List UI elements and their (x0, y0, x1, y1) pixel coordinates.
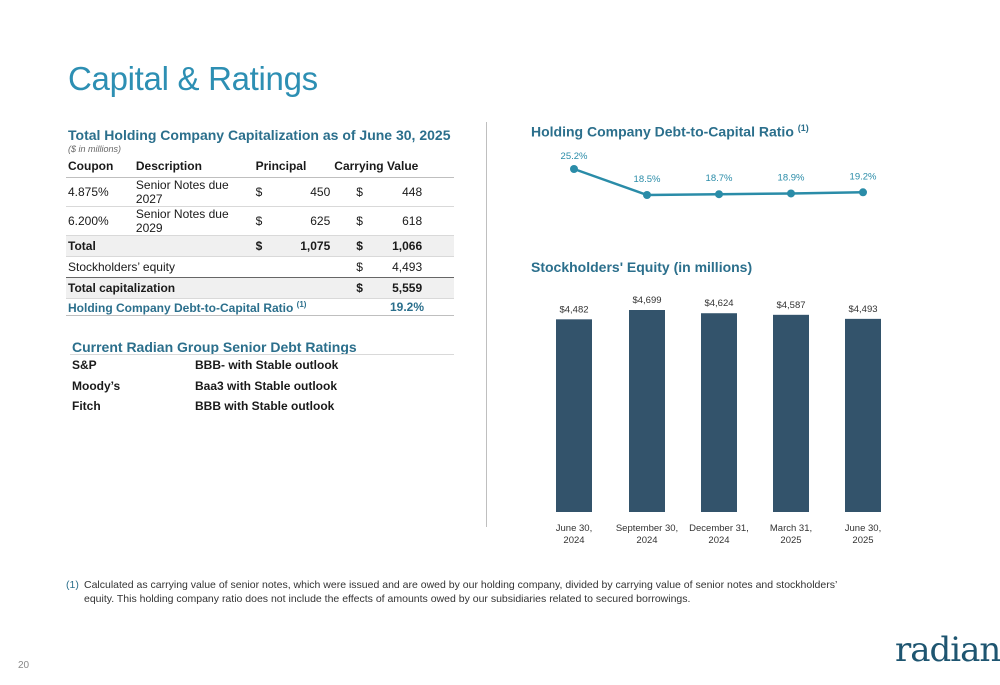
equity-data-label: $4,587 (776, 300, 805, 311)
bar-chart-title: Stockholders' Equity (in millions) (531, 259, 753, 275)
carrying-header: Carrying Value (332, 156, 454, 178)
equity-bar (556, 319, 592, 512)
footnote-marker: (1) (66, 579, 79, 591)
page-number: 20 (18, 660, 30, 671)
carrying-cell: 448 (372, 177, 425, 207)
table-header-row: Coupon Description Principal Carrying Va… (66, 156, 454, 178)
table-row: 4.875% Senior Notes due 2027 $ 450 $ 448 (66, 177, 454, 207)
debt-to-capital-value: 19.2% (389, 300, 424, 314)
carrying-cell: 618 (372, 206, 425, 236)
ratio-point (570, 165, 578, 173)
list-item: Fitch BBB with Stable outlook (70, 396, 454, 417)
equity-bar (629, 310, 665, 512)
equity-data-label: $4,493 (848, 304, 877, 315)
x-tick-label: 2024 (636, 535, 657, 546)
currency-cell: $ (332, 206, 373, 236)
currency-cell: $ (332, 256, 373, 278)
equity-data-label: $4,624 (704, 298, 733, 309)
principal-cell: 625 (273, 206, 333, 236)
agency-rating: BBB- with Stable outlook (195, 358, 339, 372)
equity-row: Stockholders’ equity $ 4,493 (66, 256, 454, 278)
coupon-cell: 6.200% (66, 206, 134, 236)
coupon-header: Coupon (66, 156, 134, 178)
total-capitalization-row: Total capitalization $ 5,559 (66, 277, 454, 299)
principal-cell: 450 (273, 177, 333, 207)
footnote-text: Calculated as carrying value of senior n… (84, 579, 837, 605)
total-capitalization-label: Total capitalization (66, 277, 254, 299)
currency-cell: $ (253, 177, 274, 207)
equity-label: Stockholders’ equity (66, 256, 254, 278)
agency-name: Fitch (72, 399, 101, 413)
total-label: Total (66, 235, 254, 257)
x-tick-label: December 31, (689, 523, 749, 534)
description-cell: Senior Notes due 2029 (133, 206, 254, 236)
x-tick-label: 2025 (852, 535, 873, 546)
line-chart-title: Holding Company Debt-to-Capital Ratio (1… (531, 123, 809, 140)
currency-cell: $ (332, 277, 373, 299)
description-cell: Senior Notes due 2027 (133, 177, 254, 207)
ratio-point (643, 191, 651, 199)
ratio-point (859, 188, 867, 197)
agency-rating: Baa3 with Stable outlook (195, 378, 338, 393)
debt-to-capital-line-chart: 25.2% 18.5% 18.7% 18.9% 19.2% (561, 151, 877, 199)
agency-name: Moody’s (72, 378, 121, 393)
list-item: Moody’s Baa3 with Stable outlook (70, 376, 454, 397)
equity-data-label: $4,482 (559, 304, 588, 315)
column-divider (486, 122, 487, 527)
ratings-list: S&P BBB- with Stable outlook Moody’s Baa… (70, 354, 454, 417)
debt-to-capital-label: Holding Company Debt-to-Capital Ratio (1… (68, 300, 307, 315)
coupon-cell: 4.875% (66, 177, 134, 207)
footnote: (1) Calculated as carrying value of seni… (66, 578, 866, 606)
ratio-point (787, 189, 795, 198)
capitalization-title: Total Holding Company Capitalization as … (68, 127, 451, 143)
principal-total: 1,075 (273, 235, 333, 257)
table-row: 6.200% Senior Notes due 2029 $ 625 $ 618 (66, 206, 454, 236)
currency-cell: $ (253, 235, 274, 257)
carrying-total: 1,066 (372, 235, 425, 257)
currency-cell: $ (332, 177, 373, 207)
ratings-title: Current Radian Group Senior Debt Ratings (72, 339, 357, 355)
list-item: S&P BBB- with Stable outlook (70, 355, 454, 376)
x-tick-label: September 30, (616, 523, 678, 534)
x-tick-label: 2024 (708, 535, 729, 546)
equity-data-label: $4,699 (632, 295, 661, 306)
equity-bar (773, 314, 809, 512)
agency-rating: BBB with Stable outlook (195, 399, 335, 413)
description-header: Description (133, 156, 254, 178)
ratio-data-label: 18.9% (778, 172, 805, 183)
ratio-data-label: 18.7% (706, 173, 733, 184)
x-tick-label: June 30, (845, 523, 881, 534)
ratio-point (715, 190, 723, 199)
x-tick-label: June 30, (556, 523, 592, 534)
x-tick-label: March 31, (770, 523, 812, 534)
ratio-data-label: 25.2% (561, 151, 588, 162)
capitalization-table: Coupon Description Principal Carrying Va… (66, 156, 454, 299)
units-note: ($ in millions) (68, 144, 122, 154)
debt-to-capital-row: Holding Company Debt-to-Capital Ratio (1… (66, 300, 454, 316)
principal-header: Principal (253, 156, 333, 178)
equity-value: 4,493 (372, 256, 425, 278)
x-tick-label: 2024 (563, 535, 584, 546)
currency-cell: $ (253, 206, 274, 236)
equity-bar (845, 318, 881, 512)
ratio-data-label: 18.5% (634, 174, 661, 185)
page-title: Capital & Ratings (68, 60, 318, 97)
equity-bar (701, 313, 737, 512)
radian-logo: radian (895, 630, 1000, 670)
currency-cell: $ (332, 235, 373, 257)
x-tick-label: 2025 (780, 535, 801, 546)
total-capitalization-value: 5,559 (372, 277, 425, 299)
agency-name: S&P (72, 358, 97, 372)
ratio-data-label: 19.2% (850, 171, 877, 182)
total-row: Total $ 1,075 $ 1,066 (66, 235, 454, 257)
